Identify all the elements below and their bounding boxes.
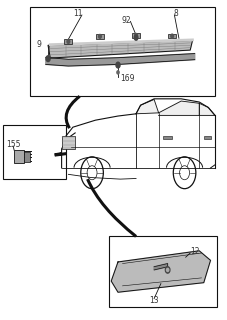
Text: 12: 12 [190, 247, 200, 256]
Bar [3, 125, 66, 179]
Text: 9: 9 [37, 40, 42, 49]
Polygon shape [48, 41, 192, 58]
Bar [109, 236, 217, 307]
Polygon shape [159, 101, 199, 116]
Circle shape [171, 34, 173, 38]
Circle shape [167, 268, 169, 271]
Circle shape [165, 267, 170, 273]
Bar [204, 136, 210, 139]
Polygon shape [111, 251, 210, 292]
Circle shape [134, 35, 138, 40]
Bar [168, 34, 176, 38]
Bar [24, 152, 30, 162]
Text: 155: 155 [6, 140, 21, 149]
Polygon shape [199, 103, 215, 116]
Circle shape [135, 34, 137, 37]
Text: 13: 13 [150, 296, 159, 305]
Circle shape [46, 56, 50, 61]
Text: 11: 11 [73, 9, 82, 18]
Text: 92: 92 [121, 16, 131, 25]
Circle shape [99, 35, 101, 38]
Bar [14, 150, 24, 163]
Circle shape [67, 40, 70, 44]
Text: 169: 169 [120, 74, 134, 83]
Text: 8: 8 [173, 9, 178, 18]
Polygon shape [154, 264, 168, 270]
Circle shape [116, 62, 120, 68]
Bar [64, 39, 72, 44]
Polygon shape [136, 100, 159, 114]
Polygon shape [46, 53, 195, 66]
Circle shape [117, 71, 119, 74]
Bar [62, 136, 75, 149]
Bar [30, 7, 215, 96]
Bar [132, 33, 140, 38]
Bar [96, 34, 104, 39]
Bar [163, 136, 172, 139]
